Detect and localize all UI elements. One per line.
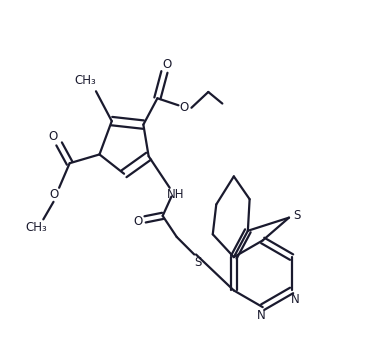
Text: O: O (179, 101, 188, 114)
Text: N: N (291, 293, 300, 306)
Text: O: O (162, 58, 171, 72)
Text: CH₃: CH₃ (25, 221, 47, 234)
Text: S: S (194, 256, 201, 269)
Text: O: O (49, 188, 58, 201)
Text: N: N (256, 309, 265, 323)
Text: CH₃: CH₃ (75, 74, 96, 87)
Text: S: S (293, 209, 300, 223)
Text: O: O (48, 130, 57, 144)
Text: NH: NH (167, 188, 184, 201)
Text: O: O (134, 214, 143, 228)
